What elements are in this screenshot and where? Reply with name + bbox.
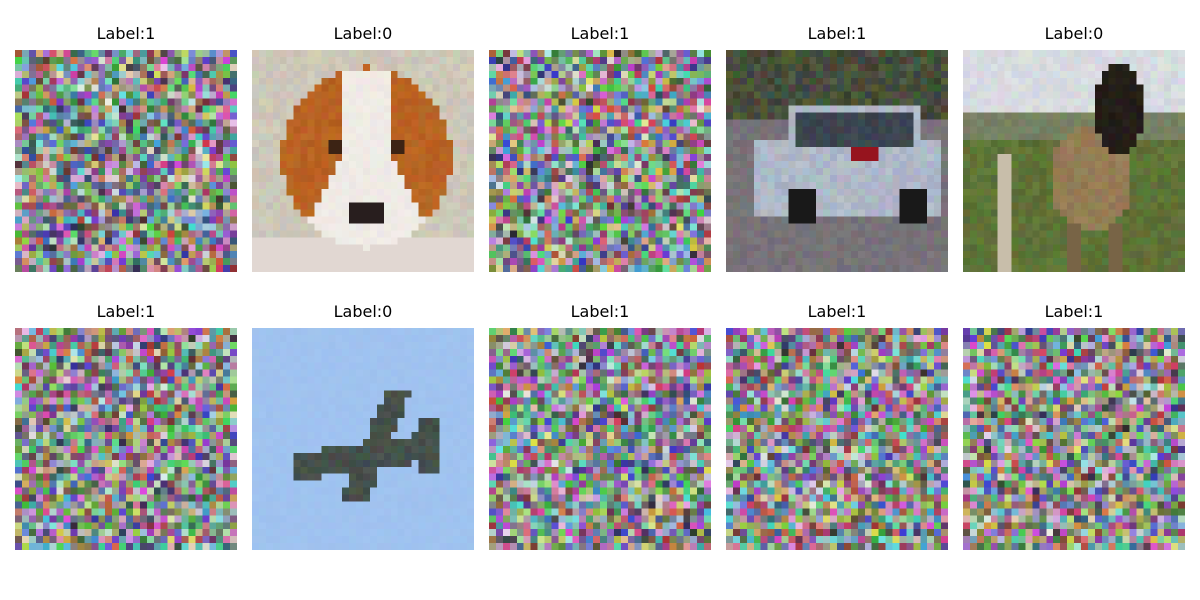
noise-image: [15, 328, 237, 550]
noise-image: [726, 328, 948, 550]
panel-label: Label:0: [333, 24, 393, 43]
panel-label: Label:1: [570, 302, 630, 321]
noise-image: [963, 328, 1185, 550]
panel-label: Label:1: [96, 24, 156, 43]
panel-label: Label:1: [570, 24, 630, 43]
horse-image: [963, 50, 1185, 272]
panel-label: Label:0: [333, 302, 393, 321]
panel-label: Label:1: [1044, 302, 1104, 321]
car-image: [726, 50, 948, 272]
noise-image: [15, 50, 237, 272]
noise-image: [489, 50, 711, 272]
panel-label: Label:1: [807, 302, 867, 321]
panel-label: Label:1: [807, 24, 867, 43]
noise-image: [489, 328, 711, 550]
airplane-image: [252, 328, 474, 550]
dog-image: [252, 50, 474, 272]
panel-label: Label:1: [96, 302, 156, 321]
panel-label: Label:0: [1044, 24, 1104, 43]
